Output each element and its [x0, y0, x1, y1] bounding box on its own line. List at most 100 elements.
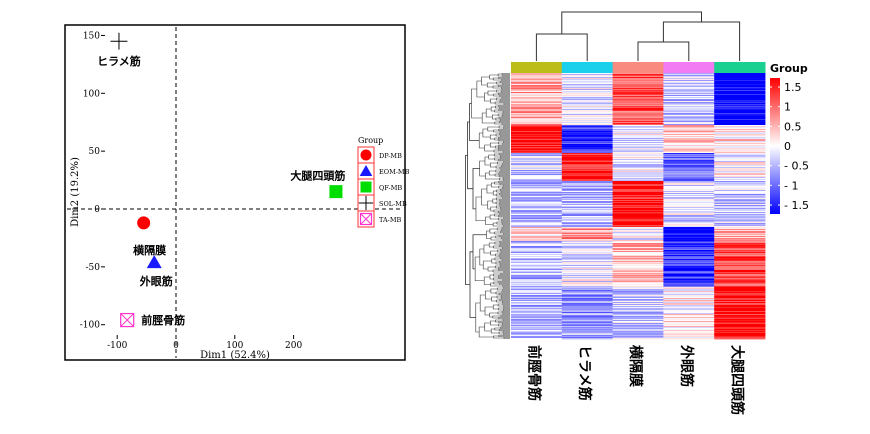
- heat-cell: [561, 337, 613, 339]
- dendro-leaf: [501, 79, 510, 81]
- heat-cell: [511, 152, 563, 154]
- heat-cell: [511, 313, 563, 315]
- heat-cell: [561, 91, 613, 93]
- heat-cell: [561, 248, 613, 250]
- dendro-branch: [487, 266, 496, 272]
- heat-cell: [511, 223, 563, 225]
- heat-cell: [714, 222, 766, 224]
- heat-cell: [612, 143, 664, 145]
- heat-cell: [511, 252, 563, 254]
- heat-cell: [511, 207, 563, 209]
- heat-cell: [561, 233, 613, 235]
- heat-cell: [663, 178, 715, 180]
- dendro-branch: [490, 162, 498, 168]
- dendro-branch: [498, 217, 504, 221]
- heat-cell: [663, 173, 715, 175]
- heat-cell: [663, 324, 715, 326]
- heat-cell: [612, 149, 664, 151]
- pca-ylabel: Dim2 (19.2%): [70, 157, 81, 227]
- heat-cell: [714, 269, 766, 271]
- heat-cell: [612, 271, 664, 273]
- heat-cell: [561, 316, 613, 318]
- heat-cell: [663, 211, 715, 213]
- heat-cell: [612, 293, 664, 295]
- heat-cell: [511, 337, 563, 339]
- heat-cell: [561, 313, 613, 315]
- heat-cell: [511, 317, 563, 319]
- heat-cell: [663, 214, 715, 216]
- dendro-branch: [494, 137, 499, 141]
- heat-cell: [612, 304, 664, 306]
- heat-cell: [663, 192, 715, 194]
- heat-cell: [561, 102, 613, 104]
- heat-cell: [663, 207, 715, 209]
- heat-cell: [714, 317, 766, 319]
- heat-cell: [511, 289, 563, 291]
- heat-cell: [561, 135, 613, 137]
- heat-cell: [612, 328, 664, 330]
- heat-cell: [561, 173, 613, 175]
- dendro-leaf: [500, 135, 510, 137]
- heat-cell: [511, 257, 563, 259]
- heat-cell: [561, 247, 613, 249]
- heat-cell: [612, 147, 664, 149]
- heat-cell: [714, 240, 766, 242]
- heat-cell: [561, 169, 613, 171]
- heat-cell: [561, 285, 613, 287]
- dendro-leaf: [498, 293, 510, 295]
- heat-cell: [612, 258, 664, 260]
- heat-cell: [663, 320, 715, 322]
- dendro-branch: [490, 182, 499, 188]
- heat-cell: [714, 280, 766, 282]
- heat-cell: [663, 91, 715, 93]
- dendro-branch: [471, 88, 483, 119]
- heat-cell: [714, 305, 766, 307]
- dendro-branch: [497, 311, 503, 315]
- heat-cell: [663, 308, 715, 310]
- dendro-branch: [476, 80, 485, 98]
- heat-cell: [714, 83, 766, 85]
- heat-cell: [663, 241, 715, 243]
- heat-cell: [663, 113, 715, 115]
- heat-cell: [511, 110, 563, 112]
- heat-cell: [714, 89, 766, 91]
- heat-cell: [511, 121, 563, 123]
- heat-cell: [561, 176, 613, 178]
- heat-cell: [663, 131, 715, 133]
- heat-cell: [663, 243, 715, 245]
- heat-cell: [714, 258, 766, 260]
- heat-cell: [663, 177, 715, 179]
- point-marker: [358, 195, 374, 211]
- dendro-branch: [467, 121, 473, 190]
- heat-cell: [714, 98, 766, 100]
- heat-cell: [511, 296, 563, 298]
- heat-cell: [714, 285, 766, 287]
- dendro-leaf: [503, 305, 510, 307]
- heat-cell: [511, 194, 563, 196]
- heat-cell: [663, 246, 715, 248]
- dendro-branch: [491, 258, 496, 264]
- heat-cell: [714, 264, 766, 266]
- heat-cell: [663, 288, 715, 290]
- heat-cell: [561, 263, 613, 265]
- heat-cell: [612, 208, 664, 210]
- heat-cell: [561, 272, 613, 274]
- heat-cell: [511, 238, 563, 240]
- heat-cell: [561, 96, 613, 98]
- heat-cell: [561, 74, 613, 76]
- heat-cell: [663, 74, 715, 76]
- heat-cell: [561, 114, 613, 116]
- heat-cell: [561, 300, 613, 302]
- heat-cell: [714, 265, 766, 267]
- dendro-branch: [494, 181, 500, 185]
- heat-cell: [561, 157, 613, 159]
- heat-cell: [663, 154, 715, 156]
- heat-cell: [663, 188, 715, 190]
- dendro-leaf: [498, 93, 510, 95]
- heat-cell: [714, 303, 766, 305]
- heat-cell: [561, 165, 613, 167]
- heat-cell: [511, 215, 563, 217]
- heat-cell: [663, 263, 715, 265]
- heat-cell: [511, 82, 563, 84]
- heat-cell: [612, 223, 664, 225]
